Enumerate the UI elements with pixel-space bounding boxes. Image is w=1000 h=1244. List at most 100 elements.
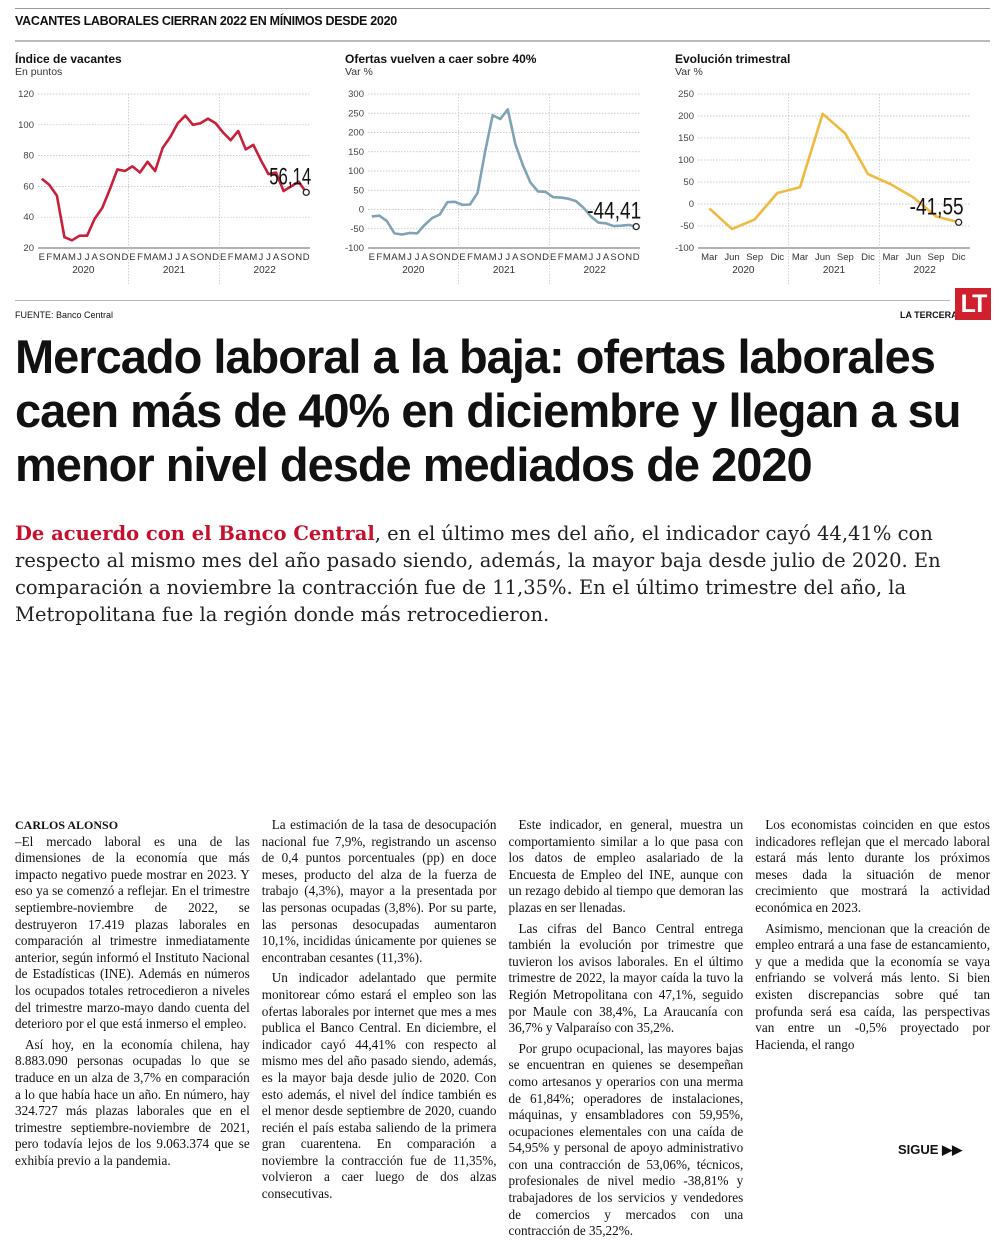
x-tick-label: N <box>535 252 542 263</box>
last-value-label: -41,55 <box>910 193 964 220</box>
column-4: Los economistas coinciden en que estos i… <box>755 817 990 1244</box>
continue-link[interactable]: SIGUE ▶▶ <box>898 1142 963 1157</box>
headline: Mercado laboral a la baja: ofertas labor… <box>15 330 961 491</box>
byline: CARLOS ALONSO <box>15 818 119 832</box>
paragraph: Los economistas coinciden en que estos i… <box>755 817 990 915</box>
brand-name: LA TERCERA <box>900 310 958 320</box>
chart-title: Evolución trimestral <box>675 52 791 66</box>
x-tick-label: M <box>249 252 257 263</box>
x-tick-label: S <box>520 252 526 263</box>
y-tick-label: 120 <box>18 89 34 100</box>
x-tick-label: F <box>137 252 143 263</box>
x-tick-label: J <box>175 252 180 263</box>
series-line <box>371 108 637 236</box>
x-tick-label: Jun <box>906 252 921 263</box>
x-tick-label: E <box>550 252 556 263</box>
x-tick-label: N <box>114 252 121 263</box>
chart-1: Índice de vacantes En puntos <box>15 52 122 78</box>
x-tick-label: J <box>407 252 412 263</box>
y-tick-label: 0 <box>689 199 694 210</box>
x-tick-label: N <box>625 252 632 263</box>
x-tick-label: E <box>369 252 375 263</box>
year-label: 2021 <box>163 265 186 276</box>
y-tick-label: 150 <box>348 147 364 158</box>
x-tick-label: S <box>610 252 616 263</box>
column-3: Este indicador, en general, muestra un c… <box>509 817 744 1244</box>
chart-title: Ofertas vuelven a caer sobre 40% <box>345 52 537 66</box>
year-label: 2022 <box>914 265 937 276</box>
lead-highlight: De acuerdo con el Banco Central <box>15 522 375 545</box>
x-tick-label: J <box>505 252 510 263</box>
x-tick-label: M <box>474 252 482 263</box>
last-value-label: 56,14 <box>269 163 311 190</box>
x-tick-label: J <box>596 252 601 263</box>
chart-plot: 250 200 150 100 50 0 -50 -100 Mar Jun Sep Dic Mar Jun… <box>675 89 970 284</box>
paragraph: Este indicador, en general, muestra un c… <box>508 817 744 915</box>
y-tick-label: 60 <box>23 181 34 192</box>
paragraph: Por grupo ocupacional, las mayores bajas… <box>508 1040 744 1239</box>
last-value-label: -44,41 <box>587 198 641 225</box>
x-tick-label: D <box>212 252 219 263</box>
y-tick-label: 250 <box>678 89 694 100</box>
x-tick-label: S <box>190 252 196 263</box>
kicker: VACANTES LABORALES CIERRAN 2022 EN MÍNIM… <box>15 14 397 28</box>
year-label: 2022 <box>254 265 277 276</box>
x-tick-label: S <box>99 252 105 263</box>
x-tick-label: M <box>398 252 406 263</box>
y-tick-label: 20 <box>23 243 34 254</box>
x-tick-label: M <box>53 252 61 263</box>
x-tick-label: O <box>287 252 294 263</box>
series-line <box>708 112 959 231</box>
y-tick-label: -50 <box>680 221 694 232</box>
y-tick-label: 50 <box>683 177 694 188</box>
y-tick-label: -100 <box>675 243 694 254</box>
chart-title: Índice de vacantes <box>15 52 122 66</box>
x-tick-label: O <box>527 252 534 263</box>
y-tick-label: 50 <box>353 185 364 196</box>
x-tick-label: N <box>295 252 302 263</box>
source-rule <box>15 300 950 301</box>
x-tick-label: D <box>542 252 549 263</box>
x-tick-label: M <box>68 252 76 263</box>
x-tick-label: F <box>46 252 52 263</box>
x-tick-label: O <box>617 252 624 263</box>
x-tick-label: Sep <box>928 252 945 263</box>
x-tick-label: J <box>85 252 90 263</box>
x-tick-label: Dic <box>770 252 784 263</box>
x-tick-label: A <box>391 252 398 263</box>
x-tick-label: D <box>451 252 458 263</box>
paragraph: Las cifras del Banco Central entrega tam… <box>508 920 744 1036</box>
lead-text: , en el último mes del año, el indicador… <box>15 522 941 626</box>
x-tick-label: M <box>159 252 167 263</box>
x-tick-label: A <box>91 252 98 263</box>
y-tick-label: 200 <box>678 111 694 122</box>
x-tick-label: A <box>61 252 68 263</box>
x-tick-label: Mar <box>701 252 717 263</box>
x-tick-label: N <box>444 252 451 263</box>
x-tick-label: A <box>421 252 428 263</box>
x-tick-label: A <box>243 252 250 263</box>
chart-subtitle: Var % <box>675 66 703 78</box>
x-tick-label: F <box>558 252 564 263</box>
source: FUENTE: Banco Central <box>15 310 114 320</box>
x-tick-label: E <box>129 252 135 263</box>
x-tick-label: J <box>77 252 82 263</box>
x-tick-label: O <box>106 252 113 263</box>
x-tick-label: N <box>205 252 212 263</box>
data-point <box>302 188 310 196</box>
x-tick-label: F <box>228 252 234 263</box>
x-tick-label: A <box>482 252 489 263</box>
y-tick-label: 250 <box>348 108 364 119</box>
x-tick-label: A <box>573 252 580 263</box>
article-body: CARLOS ALONSO –El mercado laboral es una… <box>15 817 990 1244</box>
y-tick-label: 100 <box>348 166 364 177</box>
x-tick-label: Mar <box>792 252 808 263</box>
data-point <box>955 218 963 226</box>
x-tick-label: M <box>579 252 587 263</box>
year-label: 2022 <box>584 265 607 276</box>
x-tick-label: A <box>152 252 159 263</box>
x-tick-label: Jun <box>724 252 739 263</box>
paragraph: Un indicador adelantado que permite moni… <box>261 970 497 1202</box>
x-tick-label: A <box>512 252 519 263</box>
